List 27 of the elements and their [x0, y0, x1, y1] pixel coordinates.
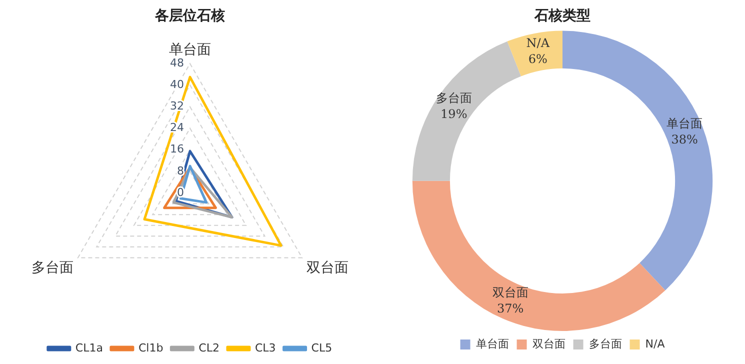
- legend-label: 双台面: [532, 337, 566, 350]
- y-tick-label: 8: [177, 164, 184, 178]
- y-tick-label: 40: [170, 78, 184, 92]
- legend-label: CL5: [311, 341, 332, 354]
- legend-label: CL3: [254, 341, 276, 354]
- data-label: 19%: [440, 107, 468, 122]
- slice-label: 多台面: [436, 91, 472, 106]
- legend-label: 单台面: [476, 337, 509, 350]
- spoke-label: 单台面: [169, 42, 211, 58]
- y-tick-label: 48: [170, 56, 184, 70]
- data-label: 6%: [528, 52, 548, 66]
- y-tick-label: 16: [170, 142, 184, 156]
- legend-label: Cl1b: [138, 341, 164, 354]
- legend-label: N/A: [645, 337, 666, 350]
- slice-label: 单台面: [666, 116, 703, 131]
- slice-label: N/A: [526, 36, 550, 50]
- spoke-label: 双台面: [306, 260, 348, 276]
- y-tick-label: 0: [177, 186, 184, 199]
- legend-label: CL1a: [75, 341, 103, 354]
- data-label: 37%: [497, 302, 524, 316]
- data-label: 38%: [671, 132, 698, 147]
- spoke-label: 多台面: [32, 260, 74, 276]
- legend-label: 多台面: [588, 337, 622, 350]
- chart-title: 石核类型: [534, 8, 590, 24]
- slice-label: 双台面: [492, 286, 528, 300]
- legend-label: CL2: [198, 341, 220, 354]
- chart-title: 各层位石核: [154, 8, 225, 24]
